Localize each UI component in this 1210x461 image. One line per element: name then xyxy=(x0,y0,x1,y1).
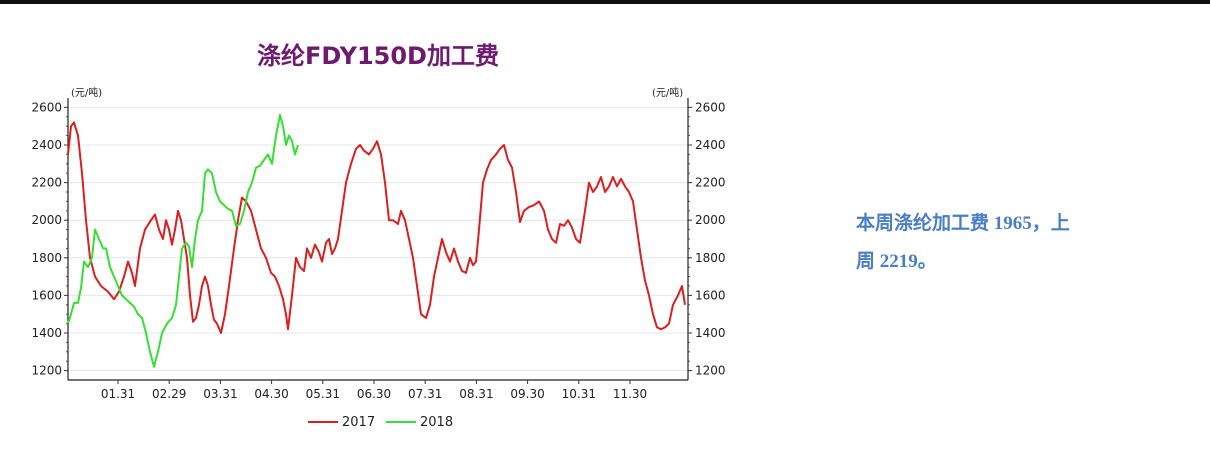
y-unit-right: (元/吨) xyxy=(652,86,683,99)
legend-label-2018: 2018 xyxy=(420,415,453,430)
y-tick-label-right: 1600 xyxy=(695,288,726,302)
legend: 2017 2018 xyxy=(308,415,453,430)
y-tick-label-right: 1800 xyxy=(695,251,726,265)
y-tick-label-right: 2400 xyxy=(695,138,726,152)
y-tick-label-right: 2600 xyxy=(695,100,726,114)
x-tick-label: 10.31 xyxy=(562,387,596,401)
chart-title: 涤纶FDY150D加工费 xyxy=(257,42,499,70)
x-tick-label: 02.29 xyxy=(152,387,186,401)
y-tick-label-right: 1400 xyxy=(695,326,726,340)
series-lines xyxy=(67,113,686,368)
y-tick-label-right: 1200 xyxy=(695,364,726,378)
y-tick-label-left: 1400 xyxy=(31,326,62,340)
y-tick-label-right: 2200 xyxy=(695,176,726,190)
y-tick-label-left: 2600 xyxy=(31,100,62,114)
x-tick-label: 07.31 xyxy=(408,387,442,401)
x-tick-label: 01.31 xyxy=(101,387,135,401)
x-tick-label: 11.30 xyxy=(613,387,647,401)
y-tick-label-left: 1200 xyxy=(31,364,62,378)
y-tick-label-left: 2000 xyxy=(31,213,62,227)
summary-line-1: 本周涤纶加工费 1965，上 xyxy=(856,213,1070,234)
series-line-2017 xyxy=(67,121,686,334)
axes: 1200 1200 1400 1400 1600 1600 1800 1800 2000 2000… xyxy=(31,98,726,401)
y-tick-label-right: 2000 xyxy=(695,213,726,227)
x-tick-label: 05.31 xyxy=(306,387,340,401)
x-tick-label: 06.30 xyxy=(357,387,391,401)
x-tick-label: 09.30 xyxy=(510,387,544,401)
x-tick-label: 08.31 xyxy=(459,387,493,401)
top-rule xyxy=(0,0,1210,4)
y-tick-label-left: 2200 xyxy=(31,176,62,190)
y-tick-label-left: 2400 xyxy=(31,138,62,152)
series-line-2018 xyxy=(67,113,299,368)
y-unit-left: (元/吨) xyxy=(71,86,102,99)
grid xyxy=(68,106,688,372)
chart-area: 涤纶FDY150D加工费 (元/吨) (元/吨) 1200 1200 1400 140… xyxy=(0,4,760,461)
y-tick-label-left: 1800 xyxy=(31,251,62,265)
y-tick-label-left: 1600 xyxy=(31,288,62,302)
legend-label-2017: 2017 xyxy=(342,415,375,430)
summary-line-2: 周 2219。 xyxy=(856,251,937,272)
summary-note: 本周涤纶加工费 1965，上 周 2219。 xyxy=(856,205,1166,281)
x-tick-label: 03.31 xyxy=(203,387,237,401)
x-tick-label: 04.30 xyxy=(254,387,288,401)
processing-fee-chart: 涤纶FDY150D加工费 (元/吨) (元/吨) 1200 1200 1400 140… xyxy=(31,42,726,430)
